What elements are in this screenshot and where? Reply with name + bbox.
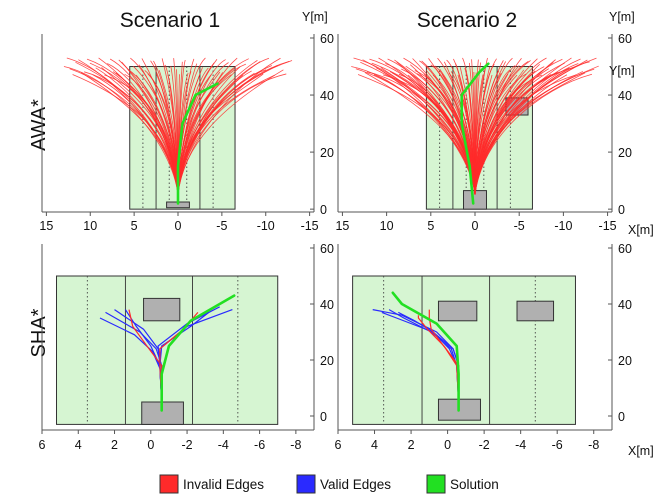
- x-tick-label: 4: [371, 438, 378, 452]
- column-title-1: Scenario 1: [120, 9, 220, 32]
- invalid-edge: [474, 73, 593, 195]
- x-tick-label: 5: [427, 219, 434, 233]
- row-label-awa: AWA*: [28, 99, 50, 151]
- y-tick-label: 0: [618, 410, 625, 424]
- x-tick-label: -2: [479, 438, 490, 452]
- x-unit-label-2: X[m]: [628, 444, 654, 458]
- x-tick-label: -4: [218, 438, 229, 452]
- y-tick-label: 20: [618, 354, 632, 368]
- invalid-edge: [121, 61, 179, 195]
- y-tick-label: 40: [320, 298, 334, 312]
- legend-label-solution: Solution: [450, 477, 499, 492]
- invalid-edge: [177, 60, 293, 195]
- x-tick-label: -6: [254, 438, 265, 452]
- y-tick-label: 40: [618, 298, 632, 312]
- legend-swatch-solution: [426, 474, 446, 494]
- solution-path: [460, 62, 490, 205]
- column-title-2: Scenario 2: [417, 9, 517, 32]
- x-tick-label: 0: [444, 438, 451, 452]
- panel-awa-scenario1: 60 40 20 0 15 10 5 0 -5 -10 -15: [39, 32, 334, 233]
- x-tick-label: 0: [175, 219, 182, 233]
- invalid-edge: [177, 60, 290, 195]
- x-unit-label-1: X[m]: [628, 223, 654, 237]
- x-tick-label: -15: [301, 219, 319, 233]
- obstacle-1: [143, 297, 181, 322]
- x-tick-label: 6: [335, 438, 342, 452]
- invalid-edge: [92, 74, 179, 195]
- x-tick-label: -10: [257, 219, 275, 233]
- invalid-edge: [474, 61, 590, 195]
- invalid-edge: [428, 309, 460, 403]
- y-tick-label: 20: [618, 146, 632, 160]
- solution-path: [176, 82, 219, 205]
- y-tick-label: 0: [618, 203, 625, 217]
- invalid-edge: [107, 63, 179, 195]
- invalid-edge: [177, 73, 287, 195]
- x-tick-label: -10: [554, 219, 572, 233]
- x-tick-label: 2: [408, 438, 415, 452]
- y-unit-label-2: Y[m]: [609, 10, 635, 24]
- obstacle-2: [516, 300, 555, 322]
- solution-path: [391, 291, 460, 412]
- legend-swatch-invalid: [159, 474, 179, 494]
- x-tick-label: 2: [111, 438, 118, 452]
- panel-awa-scenario2: 60 40 20 0 15 10 5 0 -5 -10 -15: [335, 32, 631, 233]
- invalid-edge: [419, 60, 476, 195]
- obstacle-1: [437, 300, 478, 322]
- x-tick-label: -5: [514, 219, 525, 233]
- y-tick-label: 20: [320, 146, 334, 160]
- x-tick-label: 10: [83, 219, 97, 233]
- invalid-edge: [78, 59, 179, 195]
- x-tick-label: -5: [216, 219, 227, 233]
- x-tick-label: 15: [335, 219, 349, 233]
- x-tick-label: 0: [472, 219, 479, 233]
- x-tick-label: 5: [131, 219, 138, 233]
- y-unit-label-1: Y[m]: [302, 10, 328, 24]
- x-tick-label: 10: [380, 219, 394, 233]
- y-tick-label: 0: [320, 203, 327, 217]
- x-tick-label: 0: [147, 438, 154, 452]
- x-tick-label: -8: [588, 438, 599, 452]
- y-tick-label: 40: [320, 89, 334, 103]
- y-tick-label: 0: [320, 410, 327, 424]
- x-tick-label: 6: [39, 438, 46, 452]
- x-tick-label: -15: [599, 219, 617, 233]
- invalid-edge: [474, 65, 599, 195]
- x-tick-label: 15: [39, 219, 53, 233]
- x-tick-label: -6: [552, 438, 563, 452]
- y-tick-label: 60: [618, 242, 632, 256]
- legend: Invalid Edges Valid Edges Solution: [159, 474, 499, 494]
- legend-label-valid: Valid Edges: [320, 477, 391, 492]
- invalid-edge: [177, 58, 249, 195]
- x-tick-label: -4: [515, 438, 526, 452]
- legend-label-invalid: Invalid Edges: [183, 477, 264, 492]
- row-label-sha: SHA*: [28, 308, 50, 357]
- y-unit-label-2b: Y[m]: [609, 64, 635, 78]
- x-tick-label: -2: [182, 438, 193, 452]
- solution-path: [160, 294, 236, 412]
- x-tick-label: -8: [290, 438, 301, 452]
- invalid-edge: [407, 74, 476, 195]
- y-tick-label: 60: [618, 32, 632, 46]
- y-tick-label: 60: [320, 242, 334, 256]
- y-tick-label: 20: [320, 354, 334, 368]
- y-tick-label: 60: [320, 32, 334, 46]
- legend-swatch-valid: [296, 474, 316, 494]
- x-tick-label: 4: [75, 438, 82, 452]
- y-tick-label: 40: [618, 89, 632, 103]
